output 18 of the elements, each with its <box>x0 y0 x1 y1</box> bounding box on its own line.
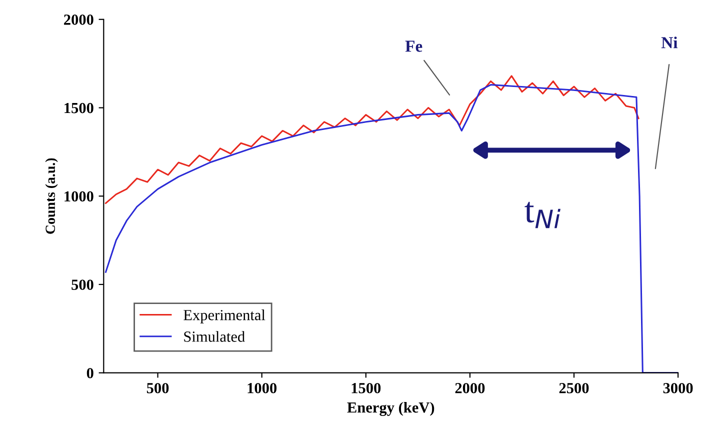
y-tick-label: 500 <box>72 280 94 290</box>
legend-label: Experimental <box>184 309 266 324</box>
x-tick-label: 2000 <box>455 382 485 394</box>
y-tick-label: 1000 <box>64 191 94 202</box>
y-axis-title: Counts (a.u.) <box>45 158 58 234</box>
x-axis-title: Energy (keV) <box>347 402 434 416</box>
annotation: Ni <box>661 36 678 48</box>
x-tick-label: 1500 <box>352 382 381 394</box>
x-tick-label: 2500 <box>559 382 589 394</box>
annotation: t$_{Ni}$ <box>524 202 560 228</box>
y-tick-label: 0 <box>86 368 94 378</box>
x-tick-label: 3000 <box>663 382 693 394</box>
x-tick-label: 500 <box>146 382 169 394</box>
x-tick-label: 1000 <box>248 382 277 394</box>
legend-label: Simulated <box>184 331 245 342</box>
y-tick-label: 2000 <box>64 14 94 25</box>
annotation: Fe <box>405 40 422 52</box>
y-tick-label: 1500 <box>64 102 94 114</box>
